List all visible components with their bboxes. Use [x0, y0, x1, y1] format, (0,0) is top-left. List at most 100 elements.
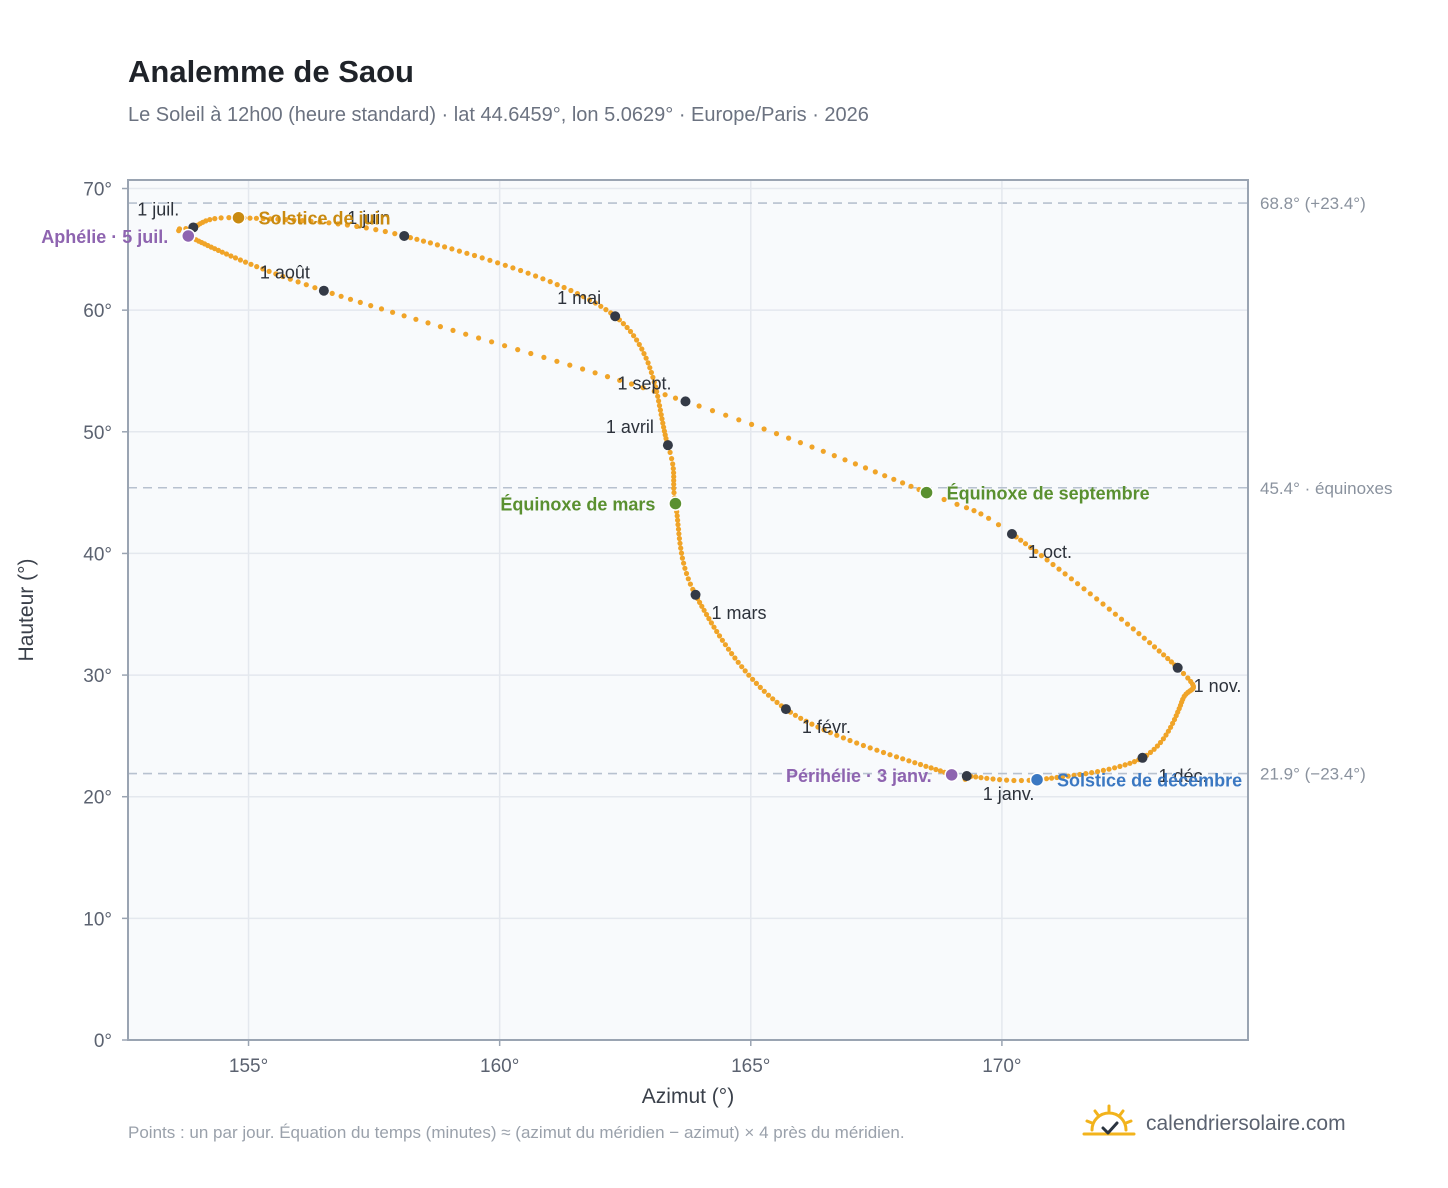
daily-point	[1168, 659, 1174, 665]
daily-point	[671, 470, 677, 476]
daily-point	[736, 417, 742, 423]
y-tick-label: 50°	[83, 423, 112, 444]
daily-point	[237, 257, 243, 263]
daily-point	[554, 282, 560, 288]
daily-point	[1131, 759, 1138, 765]
daily-point	[1071, 772, 1077, 779]
daily-point	[906, 758, 912, 764]
daily-point	[714, 628, 720, 635]
daily-point	[683, 570, 690, 577]
daily-point	[567, 362, 573, 368]
daily-point	[984, 775, 990, 781]
daily-point	[414, 236, 420, 242]
daily-point	[750, 676, 756, 682]
daily-point	[1124, 621, 1131, 627]
reference-line-label: 21.9° (−23.4°)	[1260, 765, 1366, 784]
daily-point	[1171, 716, 1178, 723]
month-marker	[662, 440, 673, 451]
event-label: Aphélie · 5 juil.	[41, 227, 168, 247]
daily-point	[1160, 736, 1166, 742]
daily-point	[827, 730, 834, 736]
daily-point	[809, 444, 815, 450]
daily-point	[687, 581, 694, 587]
plot-area	[128, 180, 1248, 1040]
daily-point	[643, 355, 649, 361]
daily-point	[847, 737, 853, 744]
daily-point	[854, 740, 860, 746]
daily-point	[502, 262, 508, 268]
daily-point	[928, 765, 934, 771]
daily-point	[547, 279, 553, 285]
daily-point	[533, 273, 539, 279]
daily-point	[495, 260, 501, 266]
brand-logo[interactable]: calendriersolaire.com	[1082, 1104, 1346, 1144]
daily-point	[677, 540, 683, 546]
daily-point	[670, 461, 676, 467]
daily-point	[207, 217, 213, 223]
daily-point	[1168, 724, 1174, 730]
daily-point	[1100, 601, 1106, 607]
daily-point	[882, 473, 888, 479]
daily-point	[900, 756, 906, 762]
daily-point	[628, 381, 635, 387]
daily-point	[1157, 739, 1164, 746]
event-label: Solstice de juin	[258, 209, 390, 229]
daily-point	[933, 766, 939, 773]
daily-point	[860, 742, 867, 749]
x-tick-label: 160°	[480, 1056, 519, 1077]
daily-point	[786, 435, 792, 441]
daily-point	[672, 395, 679, 401]
daily-point	[232, 255, 239, 261]
daily-point	[592, 370, 598, 376]
y-tick-label: 60°	[83, 301, 112, 322]
daily-point	[887, 752, 893, 758]
month-marker-label: 1 sept.	[617, 373, 671, 393]
daily-point	[880, 749, 887, 756]
event-markers: Solstice de juin Aphélie · 5 juil. Équinox…	[41, 209, 1242, 791]
daily-point	[725, 646, 732, 652]
daily-point	[973, 774, 979, 780]
daily-point	[427, 240, 433, 246]
reference-line-label: 68.8° (+23.4°)	[1260, 194, 1366, 213]
y-tick-label: 10°	[83, 909, 112, 930]
daily-point	[1059, 774, 1066, 780]
daily-point	[645, 360, 651, 366]
daily-point	[280, 273, 286, 280]
daily-point	[275, 216, 281, 222]
daily-point	[489, 339, 495, 345]
daily-point	[937, 768, 944, 774]
daily-point	[1147, 749, 1154, 756]
daily-point	[773, 431, 780, 437]
daily-point	[401, 313, 407, 319]
daily-point	[592, 300, 599, 306]
daily-point	[685, 576, 691, 582]
daily-point	[1141, 635, 1147, 641]
daily-point	[1087, 591, 1093, 597]
daily-point	[502, 343, 508, 349]
daily-point	[528, 350, 534, 357]
daily-point	[338, 293, 344, 299]
daily-point	[682, 565, 688, 571]
daily-point	[770, 696, 776, 702]
daily-point	[678, 550, 685, 556]
daily-point	[671, 477, 677, 484]
footnote: Points : un par jour. Équation du temps …	[128, 1123, 905, 1142]
daily-point	[1100, 767, 1106, 774]
daily-point	[671, 485, 677, 491]
daily-point	[761, 426, 767, 432]
daily-point	[719, 637, 726, 643]
daily-point	[995, 522, 1002, 528]
daily-point	[708, 620, 715, 626]
daily-point	[739, 664, 745, 670]
daily-point	[223, 251, 230, 257]
daily-point	[874, 747, 880, 753]
daily-point	[809, 721, 815, 727]
daily-point	[1028, 544, 1034, 551]
daily-point	[1112, 611, 1118, 617]
daily-point	[1112, 765, 1118, 771]
daily-point	[554, 358, 560, 364]
daily-point	[363, 225, 369, 231]
daily-point	[580, 366, 586, 372]
daily-point	[990, 776, 996, 782]
